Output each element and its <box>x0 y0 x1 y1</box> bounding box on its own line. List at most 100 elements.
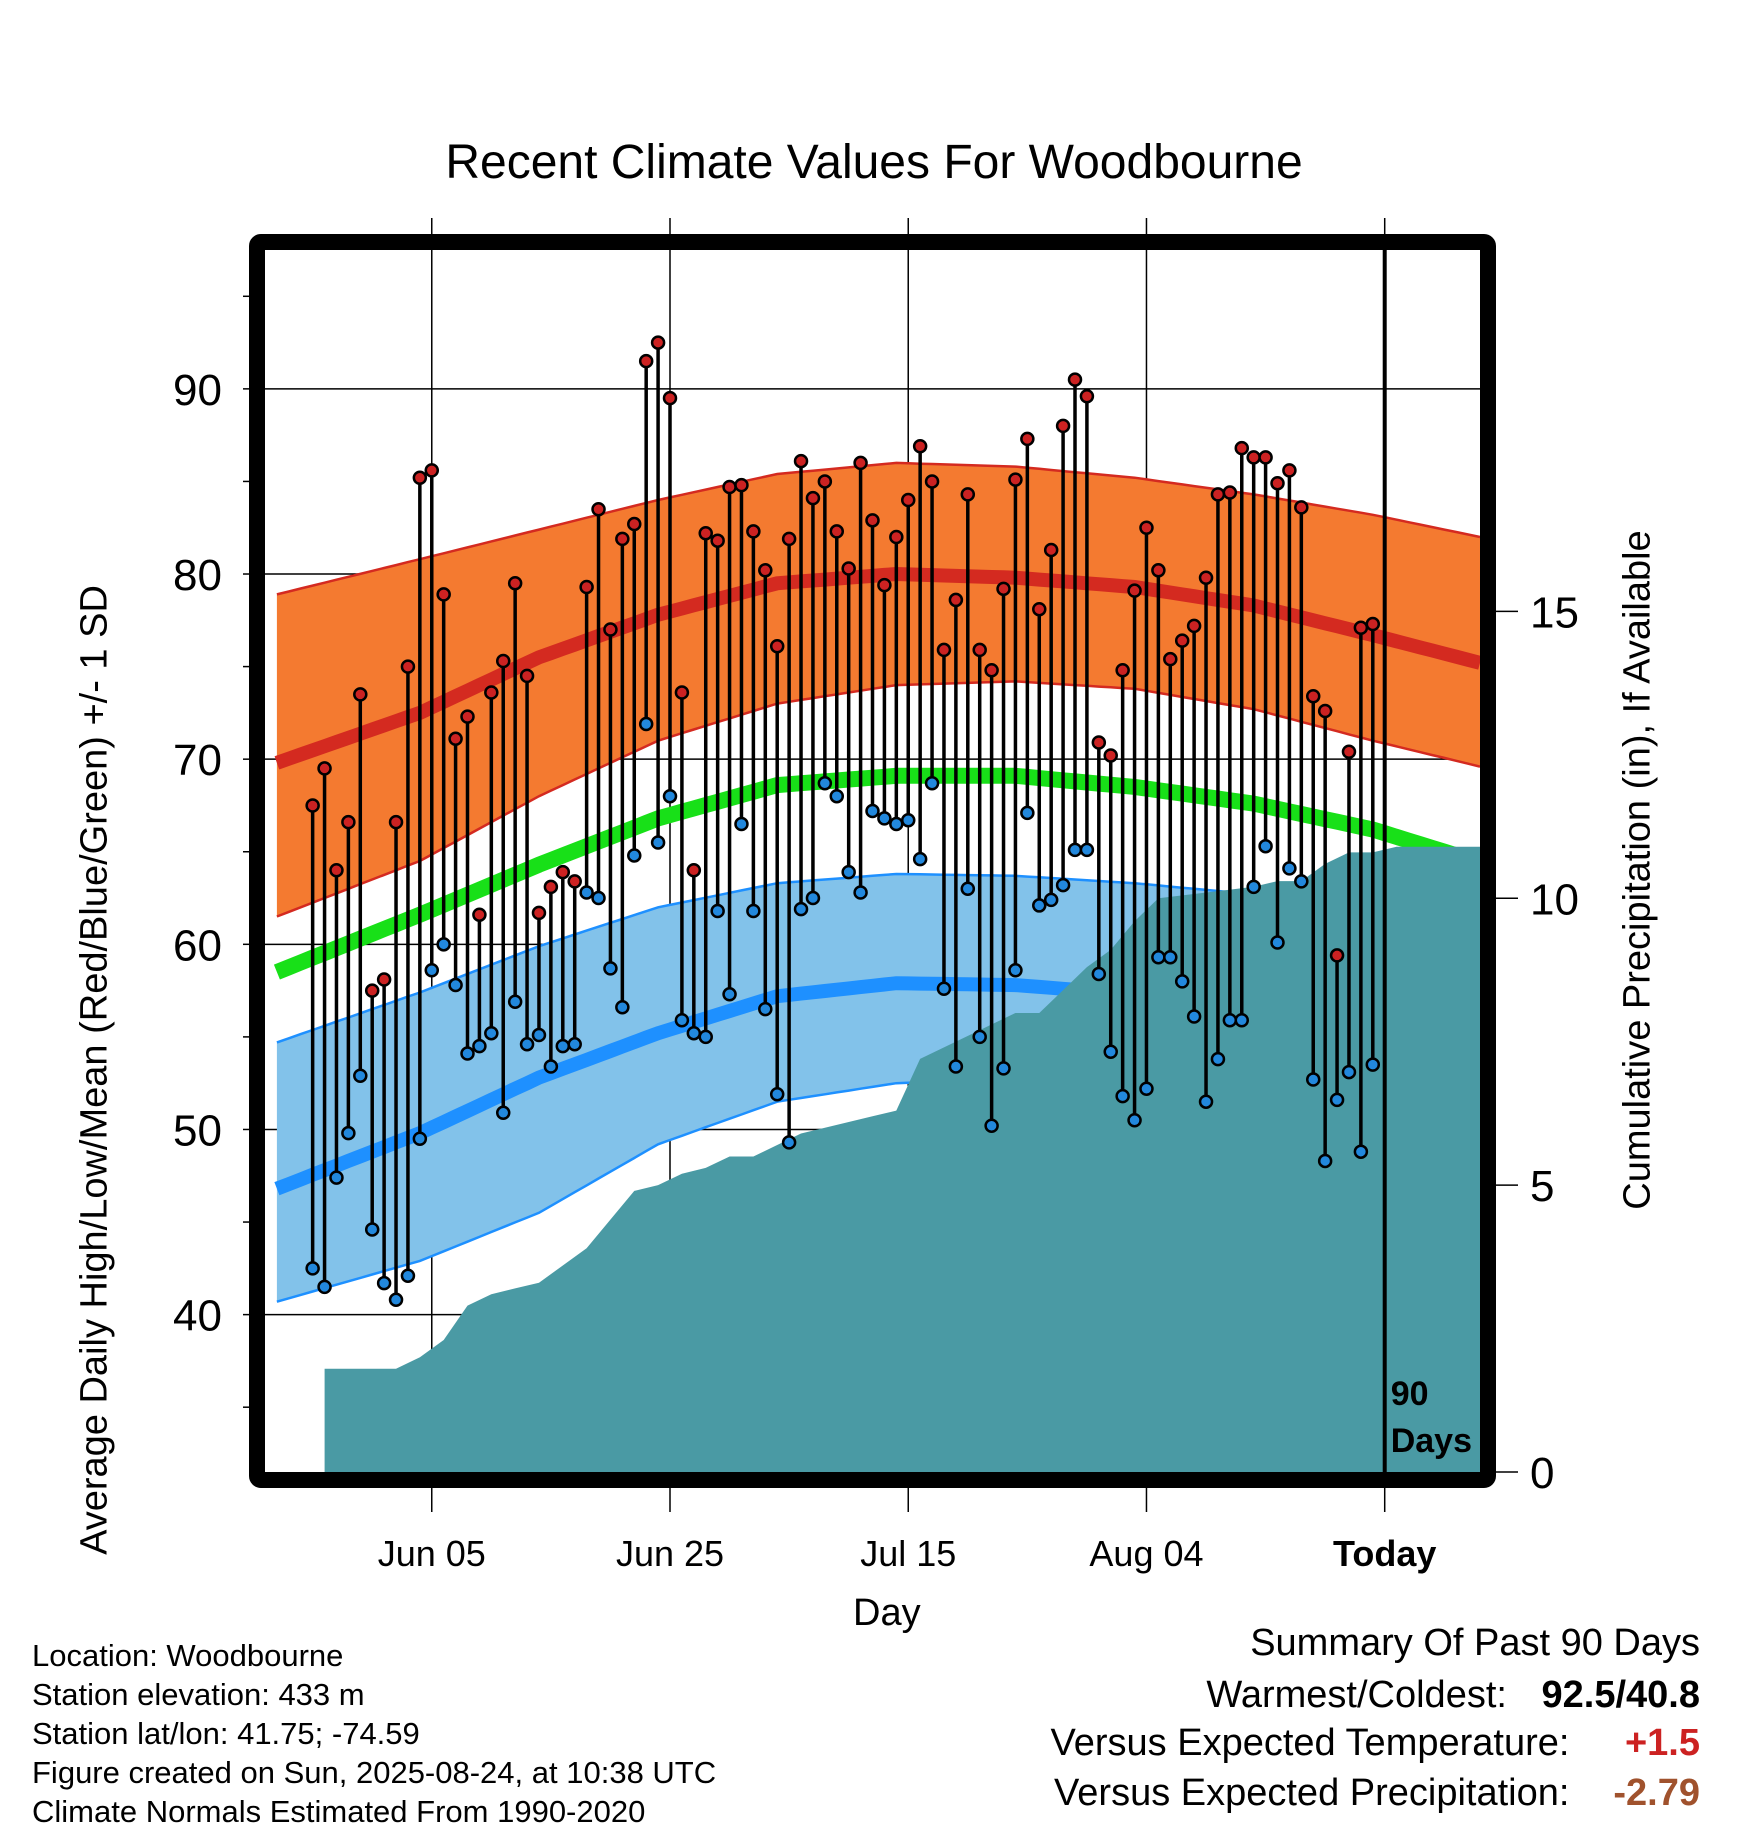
high-point <box>1317 703 1333 719</box>
low-point <box>567 1037 582 1052</box>
x-axis-label: Day <box>853 1592 921 1634</box>
high-point <box>329 863 344 878</box>
y-left-tick-label: 80 <box>173 551 222 600</box>
low-point <box>424 962 440 978</box>
axis-ticks: 40 50 60 70 80 90 0 5 10 15 Jun 05 Jun 25 Jul 15 Aug … <box>173 218 1579 1574</box>
high-point <box>424 463 440 478</box>
high-point <box>1067 372 1083 387</box>
low-point <box>698 1029 713 1045</box>
high-point <box>829 524 845 539</box>
precip-area <box>324 846 1481 1472</box>
low-point <box>1353 1144 1369 1159</box>
low-point <box>436 937 451 952</box>
low-point <box>841 864 856 880</box>
high-point <box>1294 500 1309 515</box>
low-point <box>1151 950 1166 965</box>
low-point <box>400 1268 416 1283</box>
low-point <box>1365 1057 1381 1072</box>
low-point <box>996 1061 1011 1076</box>
low-point <box>1282 861 1297 876</box>
high-point <box>912 439 928 454</box>
low-point <box>650 835 666 850</box>
y-left-tick-label: 70 <box>173 736 222 785</box>
low-point <box>900 813 916 828</box>
high-point <box>758 563 773 578</box>
low-point <box>1139 1081 1154 1096</box>
low-point <box>829 788 845 804</box>
high-point <box>531 905 547 921</box>
high-point <box>448 731 463 747</box>
high-point <box>591 501 606 517</box>
y-right-tick-label: 5 <box>1530 1162 1554 1211</box>
high-point <box>698 526 713 541</box>
plot-frame: 90 Days <box>249 234 1496 1488</box>
summary-temp-row: Versus Expected Temperature: +1.5 <box>1051 1722 1700 1765</box>
y-right-tick-label: 15 <box>1530 588 1579 637</box>
summary-precip-label: Versus Expected Precipitation: <box>1054 1772 1570 1814</box>
low-point <box>924 775 940 791</box>
low-point <box>591 890 606 906</box>
low-point <box>817 775 833 791</box>
low-point <box>1103 1044 1118 1059</box>
high-point <box>1174 633 1190 648</box>
daily-range-bars <box>305 335 1381 1308</box>
low-point <box>1246 879 1261 895</box>
high-point <box>1115 663 1130 678</box>
normal-high-lower-line <box>276 680 1481 918</box>
high-point <box>650 335 666 350</box>
low-point <box>364 1222 380 1237</box>
low-point <box>1032 898 1047 913</box>
high-point <box>853 455 868 471</box>
x-tick-label: Aug 04 <box>1089 1533 1203 1574</box>
summary-temp-label: Versus Expected Temperature: <box>1050 1722 1570 1764</box>
low-point <box>877 811 892 826</box>
high-point <box>1258 450 1273 465</box>
high-point <box>996 581 1011 597</box>
low-point <box>889 816 904 832</box>
low-point <box>1317 1153 1333 1169</box>
low-point <box>1055 877 1071 893</box>
high-point <box>734 477 749 493</box>
low-point <box>448 977 463 993</box>
low-point <box>1115 1088 1130 1104</box>
y-left-tick-label: 40 <box>173 1292 222 1341</box>
high-point <box>1222 485 1238 500</box>
low-point <box>674 1012 690 1028</box>
high-point <box>376 972 392 987</box>
info-latlon: Station lat/lon: 41.75; -74.59 <box>32 1716 420 1751</box>
low-point <box>912 851 928 867</box>
low-point <box>615 1000 630 1015</box>
low-point <box>1091 966 1107 982</box>
high-point <box>936 642 952 658</box>
low-point <box>329 1170 344 1185</box>
low-point <box>341 1125 356 1141</box>
high-point <box>972 642 987 658</box>
low-point <box>1186 1009 1202 1024</box>
high-point <box>817 474 833 489</box>
low-point <box>1163 950 1178 965</box>
low-point <box>460 1046 475 1061</box>
low-point <box>1222 1012 1238 1028</box>
low-point <box>793 901 809 917</box>
high-point <box>305 798 320 813</box>
high-point <box>710 533 725 548</box>
low-point <box>1020 805 1035 821</box>
info-elevation: Station elevation: 433 m <box>32 1677 365 1712</box>
high-point <box>1282 463 1297 478</box>
high-point <box>1329 948 1345 963</box>
high-point <box>1186 618 1202 634</box>
high-point <box>507 576 523 591</box>
y-right-tick-label: 10 <box>1530 875 1579 924</box>
low-point <box>519 1037 535 1052</box>
low-point <box>543 1059 559 1074</box>
high-point <box>662 390 678 406</box>
high-point <box>579 579 594 595</box>
high-point <box>1055 418 1071 434</box>
chart-title: Recent Climate Values For Woodbourne <box>445 136 1303 189</box>
high-point <box>412 470 428 485</box>
normal-mean-line <box>273 767 1483 980</box>
low-point <box>746 903 761 919</box>
high-point <box>1246 450 1261 465</box>
summary-precip-row: Versus Expected Precipitation: -2.79 <box>1054 1772 1700 1815</box>
x-tick-label: Today <box>1333 1533 1436 1574</box>
